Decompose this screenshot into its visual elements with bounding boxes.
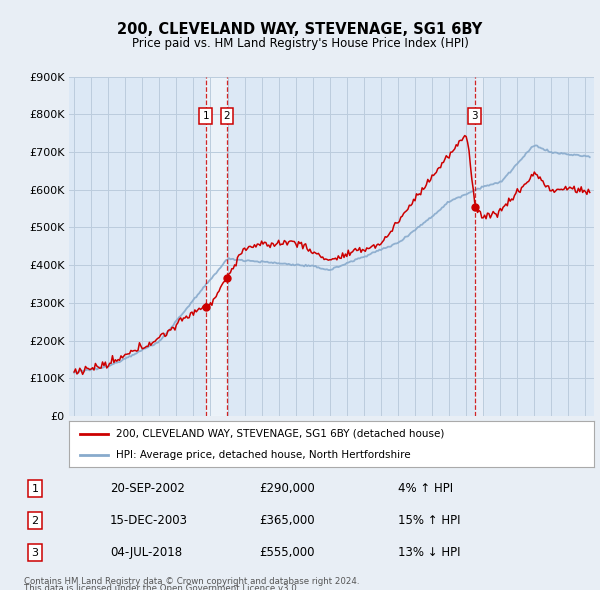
Text: Price paid vs. HM Land Registry's House Price Index (HPI): Price paid vs. HM Land Registry's House … xyxy=(131,37,469,50)
Text: 1: 1 xyxy=(202,111,209,121)
Text: 1: 1 xyxy=(32,484,38,494)
Text: 2: 2 xyxy=(224,111,230,121)
Text: 3: 3 xyxy=(472,111,478,121)
Text: 13% ↓ HPI: 13% ↓ HPI xyxy=(398,546,460,559)
Text: HPI: Average price, detached house, North Hertfordshire: HPI: Average price, detached house, Nort… xyxy=(116,450,411,460)
Text: £365,000: £365,000 xyxy=(260,514,316,527)
Text: 2: 2 xyxy=(31,516,38,526)
Text: 3: 3 xyxy=(32,548,38,558)
Text: 200, CLEVELAND WAY, STEVENAGE, SG1 6BY: 200, CLEVELAND WAY, STEVENAGE, SG1 6BY xyxy=(118,22,482,37)
Text: 200, CLEVELAND WAY, STEVENAGE, SG1 6BY (detached house): 200, CLEVELAND WAY, STEVENAGE, SG1 6BY (… xyxy=(116,429,445,439)
Text: This data is licensed under the Open Government Licence v3.0.: This data is licensed under the Open Gov… xyxy=(24,584,299,590)
Text: 15-DEC-2003: 15-DEC-2003 xyxy=(110,514,188,527)
Text: £290,000: £290,000 xyxy=(260,482,316,495)
Bar xyxy=(206,77,227,416)
Text: 15% ↑ HPI: 15% ↑ HPI xyxy=(398,514,460,527)
Text: £555,000: £555,000 xyxy=(260,546,315,559)
Text: Contains HM Land Registry data © Crown copyright and database right 2024.: Contains HM Land Registry data © Crown c… xyxy=(24,577,359,586)
Text: 04-JUL-2018: 04-JUL-2018 xyxy=(110,546,182,559)
Text: 20-SEP-2002: 20-SEP-2002 xyxy=(110,482,185,495)
Text: 4% ↑ HPI: 4% ↑ HPI xyxy=(398,482,453,495)
Bar xyxy=(475,77,483,416)
